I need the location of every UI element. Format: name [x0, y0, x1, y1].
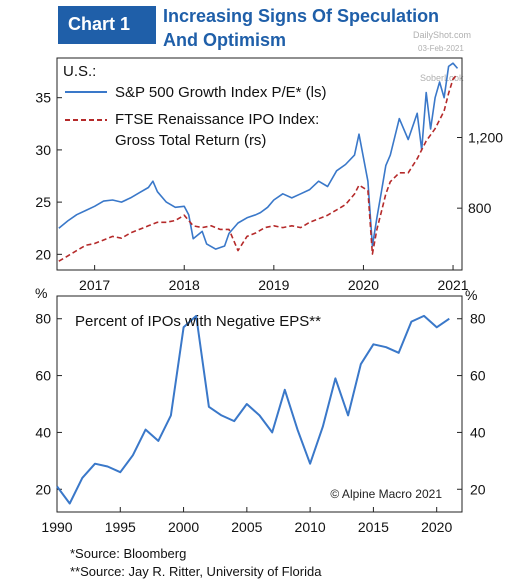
bottom-panel-frame — [56, 295, 463, 513]
watermark-dailyshot: DailyShot.com — [413, 30, 472, 40]
right-axis-tick-label: 1,200 — [468, 130, 503, 146]
x-axis-tick-label: 2018 — [169, 277, 200, 293]
chart-number: Chart 1 — [68, 14, 131, 34]
right-axis-tick-label: 20 — [470, 481, 486, 497]
top-panel-frame — [56, 57, 463, 271]
right-axis-tick-label: 800 — [468, 200, 492, 216]
x-axis-tick-label: 2017 — [79, 277, 110, 293]
x-axis-tick-label: 1995 — [105, 519, 136, 535]
x-axis-tick-label: 2021 — [437, 277, 468, 293]
headline-line-1: Increasing Signs Of Speculation — [163, 6, 440, 26]
top-panel-title: U.S.: — [63, 63, 96, 80]
left-axis-tick-label: 80 — [35, 311, 51, 327]
sp500-pe-line — [58, 62, 459, 250]
left-axis-tick-label: 20 — [35, 246, 51, 262]
x-axis-tick-label: 1990 — [41, 519, 72, 535]
ftse-ipo-line — [58, 73, 459, 262]
chart-number-badge: Chart 1 — [58, 6, 156, 44]
left-axis-tick-label: 25 — [35, 194, 51, 210]
left-axis-tick-label: 60 — [35, 368, 51, 384]
bottom-panel-title: Percent of IPOs with Negative EPS** — [75, 313, 321, 330]
x-axis-tick-label: 2020 — [421, 519, 452, 535]
left-axis-tick-label: 35 — [35, 90, 51, 106]
watermark-date: 03-Feb-2021 — [418, 44, 464, 53]
right-axis-tick-label: 40 — [470, 424, 486, 440]
legend-label-ftse-line2: Gross Total Return (rs) — [115, 132, 266, 149]
copyright-annotation: © Alpine Macro 2021 — [330, 487, 442, 501]
right-axis-unit-label: % — [465, 287, 477, 303]
left-axis-tick-label: 20 — [35, 481, 51, 497]
right-axis-tick-label: 80 — [470, 311, 486, 327]
x-axis-tick-label: 2005 — [231, 519, 262, 535]
x-axis-tick-label: 2020 — [348, 277, 379, 293]
footnote-bloomberg: *Source: Bloomberg — [70, 546, 187, 561]
legend-label-ftse-line1: FTSE Renaissance IPO Index: — [115, 111, 319, 128]
x-axis-tick-label: 2015 — [358, 519, 389, 535]
negative-eps-line — [56, 314, 450, 505]
watermark-soberlook: SoberLook — [420, 73, 464, 83]
footnote-ritter: **Source: Jay R. Ritter, University of F… — [70, 564, 322, 579]
legend-label-sp500: S&P 500 Growth Index P/E* (ls) — [115, 84, 327, 101]
headline-line-2: And Optimism — [163, 30, 287, 50]
right-axis-tick-label: 60 — [470, 368, 486, 384]
chart-headline: Increasing Signs Of Speculation And Opti… — [163, 4, 463, 52]
x-axis-tick-label: 2010 — [295, 519, 326, 535]
left-axis-tick-label: 30 — [35, 142, 51, 158]
left-axis-unit-label: % — [35, 285, 47, 301]
left-axis-tick-label: 40 — [35, 424, 51, 440]
x-axis-tick-label: 2019 — [258, 277, 289, 293]
x-axis-tick-label: 2000 — [168, 519, 199, 535]
